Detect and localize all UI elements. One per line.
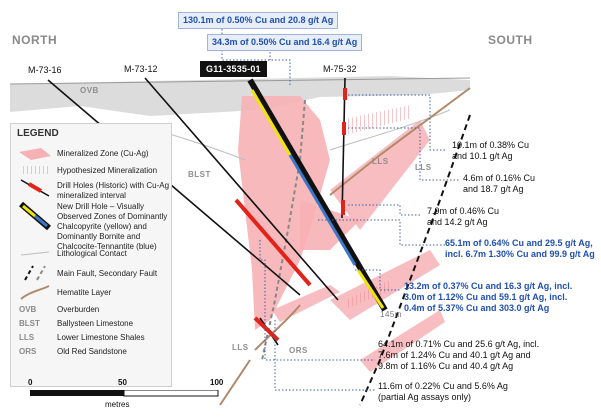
legend-name-blst: Ballysteen Limestone xyxy=(57,319,134,328)
legend-swatch-new-yellow xyxy=(22,204,36,218)
legend-contact: Lithological Contact xyxy=(57,249,127,258)
legend-mineralized: Mineralized Zone (Cu-Ag) xyxy=(57,149,149,158)
legend-abbr-ovb: OVB xyxy=(19,305,37,314)
scale-bar-graphic xyxy=(30,390,219,397)
depth-145m: 145m xyxy=(380,310,403,319)
mineralized-zone-bottom-right xyxy=(360,310,445,372)
scale-tick-0: 0 xyxy=(28,378,33,387)
legend-name-ors: Old Red Sandstone xyxy=(57,347,127,356)
legend-fault: Main Fault, Secondary Fault xyxy=(57,269,158,278)
mineralized-zone-stringer xyxy=(272,285,340,322)
interval-m73-12 xyxy=(234,198,312,287)
drill-hole-m73-16 xyxy=(47,79,301,296)
drill-hole-label-m75-32: M-75-32 xyxy=(323,64,357,74)
note-64-1m: 64.1m of 0.71% Cu and 25.6 g/t Ag, incl.… xyxy=(378,339,540,371)
g11-chalcopyrite-bottom xyxy=(356,269,385,309)
legend-swatch-mineralized xyxy=(19,148,51,160)
scale-unit: metres xyxy=(105,400,130,409)
legend-hypothesized: Hypothesized Mineralization xyxy=(57,166,158,175)
unit-ors: ORS xyxy=(289,346,308,355)
legend-swatch-hematite xyxy=(20,285,50,300)
unit-lls-1: LLS xyxy=(372,157,389,166)
legend: LEGEND Mineralized Zone (Cu-Ag) Hypothes… xyxy=(10,123,172,387)
legend-name-lls: Lower Limestone Shales xyxy=(57,333,145,342)
hematite-layer-left xyxy=(329,87,471,196)
legend-abbr-ors: ORS xyxy=(19,347,37,356)
callout-34m: 34.3m of 0.50% Cu and 16.4 g/t Ag xyxy=(207,34,363,51)
legend-swatch-contact xyxy=(20,251,50,256)
drill-hole-m75-32 xyxy=(341,77,346,219)
south-label: SOUTH xyxy=(488,33,533,47)
drill-hole-m73-12 xyxy=(144,77,339,301)
legend-swatches xyxy=(19,148,51,300)
hematite-layer-lower xyxy=(254,304,301,351)
unit-lls-3: LLS xyxy=(232,343,249,352)
mineralized-zone-right xyxy=(330,120,430,230)
legend-swatch-fault-main xyxy=(24,265,34,281)
scale-tick-50: 50 xyxy=(118,378,127,387)
note-4-6m: 4.6m of 0.16% Cu and 18.7 g/t Ag xyxy=(463,173,536,194)
mineralized-zone-main xyxy=(238,96,330,330)
legend-hematite: Hematite Layer xyxy=(57,288,112,297)
unit-blst: BLST xyxy=(188,170,211,179)
legend-swatch-historic-red xyxy=(27,182,43,193)
hematite-layer-bottom xyxy=(219,359,251,406)
legend-historic: Drill Holes (Historic) with Cu-Ag minera… xyxy=(57,181,170,200)
legend-abbr-lls: LLS xyxy=(19,333,35,342)
lithological-contact-2 xyxy=(329,109,451,151)
drill-hole-label-m73-16: M-73-16 xyxy=(28,65,62,75)
hypothesized-zone-1 xyxy=(340,105,412,135)
note-65-1m: 65.1m of 0.64% Cu and 29.5 g/t Ag, incl. … xyxy=(445,238,595,259)
ground-surface xyxy=(9,77,471,85)
note-13-2m: 13.2m of 0.37% Cu and 16.3 g/t Ag, incl.… xyxy=(404,281,573,313)
overburden-layer xyxy=(10,76,470,116)
note-7-9m: 7.9m of 0.46% Cu and 14.2 g/t Ag xyxy=(427,206,500,227)
legend-swatch-fault-secondary xyxy=(36,265,46,281)
note-11-6m: 11.6m of 0.22% Cu and 5.6% Ag (partial Ag… xyxy=(378,381,508,402)
legend-new: New Drill Hole – Visually Observed Zones… xyxy=(57,202,168,251)
note-10-1m: 10.1m of 0.38% Cu and 10.1 g/t Ag xyxy=(452,140,530,161)
legend-abbr-blst: BLST xyxy=(19,319,40,328)
interval-m73-16 xyxy=(253,316,280,342)
g11-chalcopyrite-top xyxy=(250,89,292,156)
legend-name-ovb: Overburden xyxy=(57,305,100,314)
callout-130m: 130.1m of 0.50% Cu and 20.8 g/t Ag xyxy=(178,12,339,29)
legend-swatch-new-blue xyxy=(34,214,48,228)
g11-bornite xyxy=(288,154,357,266)
drill-hole-g11 xyxy=(247,78,388,312)
legend-title: LEGEND xyxy=(17,128,59,139)
drill-hole-label-m73-12: M-73-12 xyxy=(124,64,158,74)
north-label: NORTH xyxy=(12,33,58,47)
drill-hole-label-g11: G11-3535-01 xyxy=(200,61,267,77)
scale-tick-100: 100 xyxy=(210,378,224,387)
unit-ovb: OVB xyxy=(80,86,99,95)
legend-swatch-hypothesized xyxy=(21,166,49,174)
main-fault xyxy=(359,114,471,406)
unit-lls-2: LLS xyxy=(415,163,432,172)
